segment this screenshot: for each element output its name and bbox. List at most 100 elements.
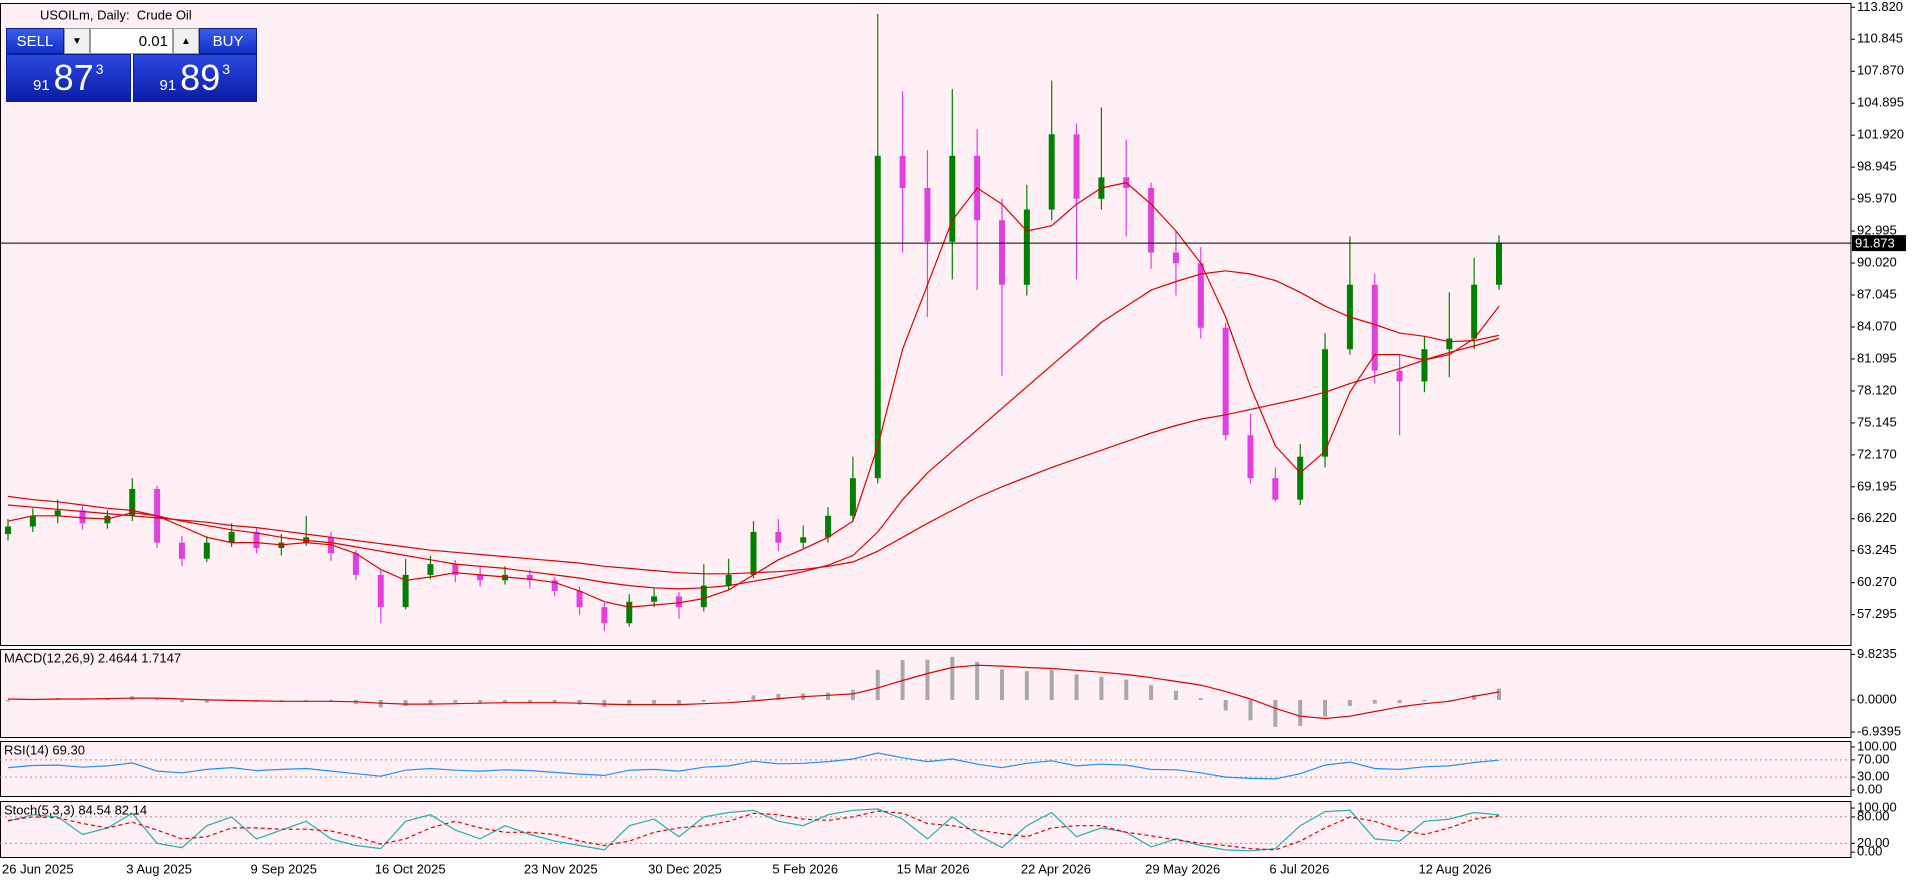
macd-bar	[204, 699, 209, 703]
price-label: 91.873	[1855, 236, 1895, 251]
y-tick-label: 0.00	[1857, 844, 1882, 859]
x-tick-label: 22 Apr 2026	[1021, 861, 1091, 876]
macd-bar	[925, 659, 930, 700]
macd-bar	[527, 699, 532, 703]
macd-bar	[751, 695, 756, 700]
macd-bar	[453, 699, 458, 703]
macd-bar	[1323, 699, 1328, 717]
candle-body	[352, 553, 359, 575]
y-tick-label: 80.00	[1857, 808, 1890, 823]
candle-body	[825, 515, 832, 538]
pane-label: RSI(14) 69.30	[4, 742, 85, 757]
macd-bar	[105, 698, 110, 700]
y-tick-label: 0.0000	[1857, 691, 1897, 706]
candle-body	[1222, 327, 1229, 436]
candle-body	[5, 526, 11, 535]
candle-body	[1172, 252, 1179, 264]
y-tick-label: 100.00	[1857, 738, 1897, 753]
candle-body	[1297, 456, 1304, 500]
candle-body	[576, 591, 583, 608]
bid-big: 87	[53, 57, 94, 98]
candle-body	[700, 585, 707, 608]
y-tick-label: 113.820	[1857, 0, 1903, 14]
candle-body	[129, 488, 136, 516]
macd-bar	[155, 699, 160, 700]
candle-body	[949, 155, 956, 242]
candle-body	[1396, 370, 1403, 382]
candle-body	[1421, 349, 1428, 382]
candle-body	[800, 537, 807, 543]
candle-body	[899, 155, 906, 189]
candle-body	[452, 564, 459, 575]
macd-bar	[552, 699, 557, 704]
y-tick-label: 98.945	[1857, 159, 1897, 174]
ask-quote[interactable]: 91 89 3	[132, 54, 257, 102]
lot-input[interactable]: 0.01	[90, 28, 173, 54]
y-tick-label: 57.295	[1857, 606, 1897, 621]
order-row: SELL ▼ 0.01 ▲ BUY	[6, 28, 257, 54]
candle-body	[1446, 338, 1453, 350]
candle-body	[178, 542, 185, 559]
macd-bar	[776, 693, 781, 700]
x-tick-label: 5 Feb 2026	[772, 861, 838, 876]
y-tick-label: 92.995	[1857, 223, 1897, 238]
ask-big: 89	[180, 57, 221, 98]
y-tick-label: 0.00	[1857, 781, 1882, 796]
macd-bar	[1397, 699, 1402, 704]
bid-quote[interactable]: 91 87 3	[6, 54, 131, 102]
candle-body	[725, 574, 732, 586]
macd-bar	[627, 699, 632, 706]
candle-body	[79, 510, 86, 524]
macd-bar	[726, 699, 731, 700]
pane	[0, 3, 1852, 646]
pane-label: MACD(12,26,9) 2.4644 1.7147	[4, 650, 181, 665]
y-tick-label: 90.020	[1857, 254, 1897, 269]
bid-sup: 3	[95, 61, 104, 77]
candle-body	[228, 531, 235, 543]
macd-bar	[1497, 688, 1501, 700]
macd-bar	[1124, 679, 1129, 700]
buy-button[interactable]: BUY	[199, 28, 257, 54]
macd-bar	[850, 689, 855, 700]
macd-bar	[1298, 699, 1303, 726]
y-tick-label: 110.845	[1857, 31, 1903, 46]
series-line	[7, 664, 1500, 720]
lot-up[interactable]: ▲	[173, 28, 199, 54]
x-tick-label: 30 Dec 2025	[648, 861, 722, 876]
lot-down[interactable]: ▼	[64, 28, 90, 54]
series-line	[7, 182, 1500, 608]
candle-body	[526, 574, 533, 581]
macd-bar	[1223, 699, 1228, 711]
macd-bar	[1472, 694, 1477, 700]
sell-button[interactable]: SELL	[6, 28, 64, 54]
macd-bar	[478, 699, 483, 703]
macd-bar	[652, 699, 657, 705]
macd-bar	[975, 661, 980, 700]
y-tick-label: 107.870	[1857, 63, 1904, 78]
candle-body	[427, 564, 434, 575]
macd-bar	[304, 699, 309, 701]
candle-body	[1496, 243, 1502, 285]
x-tick-label: 26 Jun 2025	[2, 861, 74, 876]
series-line	[7, 810, 1500, 851]
candle-body	[1247, 435, 1254, 479]
ask-small: 91	[159, 76, 177, 94]
y-tick-label: 70.00	[1857, 751, 1890, 766]
macd-bar	[1422, 699, 1427, 702]
macd-bar	[1000, 669, 1004, 700]
macd-bar	[875, 669, 880, 700]
trade-panel: SELL ▼ 0.01 ▲ BUY 91 87 3 91 89 3	[6, 28, 257, 102]
y-tick-label: 81.095	[1857, 350, 1897, 365]
macd-bar	[1447, 699, 1452, 701]
series-line	[7, 270, 1500, 590]
candle-body	[999, 220, 1005, 285]
candle-body	[601, 607, 608, 624]
chart-title: USOILm, Daily: Crude Oil	[40, 7, 192, 22]
x-tick-label: 23 Nov 2025	[524, 861, 598, 876]
candle-body	[551, 580, 558, 592]
candle-body	[1023, 209, 1030, 285]
y-tick-label: 69.195	[1857, 478, 1897, 493]
y-tick-label: 9.8235	[1857, 646, 1897, 661]
x-tick-label: 9 Sep 2025	[251, 861, 318, 876]
